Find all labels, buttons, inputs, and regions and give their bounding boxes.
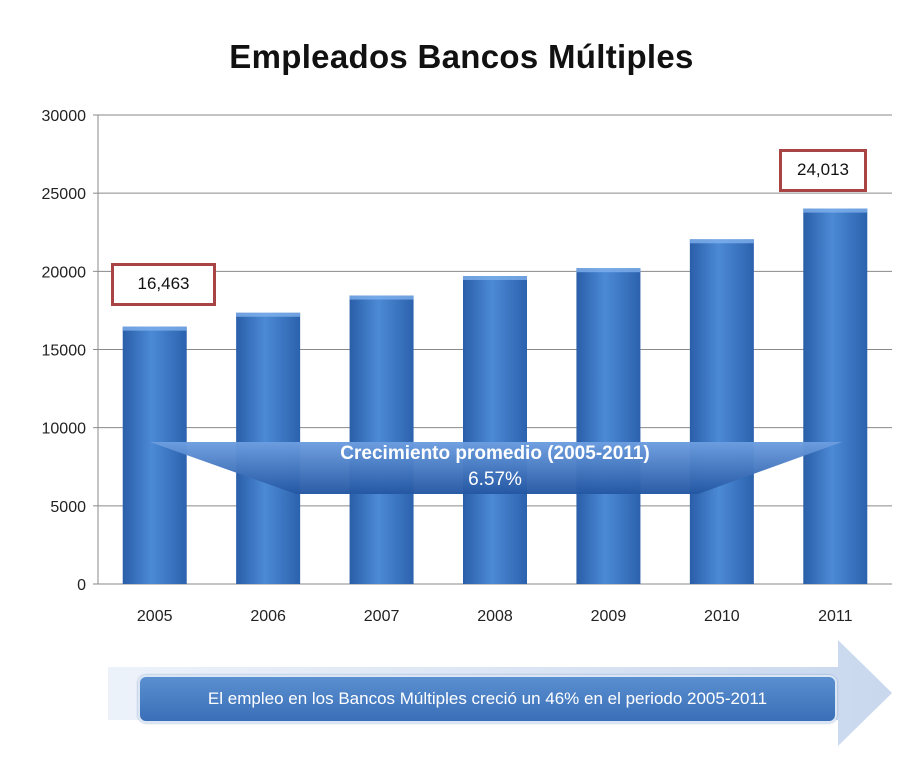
bar-top-highlight — [689, 239, 754, 244]
bar-top-highlight — [576, 268, 641, 273]
y-axis-ticks: 0 5000 10000 15000 20000 25000 30000 — [42, 108, 87, 594]
bar-2009 — [576, 268, 641, 584]
x-tick-label: 2008 — [477, 608, 513, 625]
bar-top-highlight — [236, 312, 301, 317]
x-tick-label: 2006 — [250, 608, 286, 625]
bar-2008 — [463, 276, 527, 584]
growth-annotation: Crecimiento promedio (2005-2011) 6.57% — [150, 441, 840, 493]
growth-arrow-shape — [150, 442, 842, 494]
x-tick-label: 2005 — [137, 608, 173, 625]
summary-banner: El empleo en los Bancos Múltiples creció… — [138, 675, 837, 723]
bar-2007 — [349, 295, 414, 584]
bar-top-highlight — [803, 208, 868, 213]
y-tick-label: 30000 — [42, 108, 87, 125]
x-tick-label: 2009 — [591, 608, 627, 625]
x-axis-ticks: 2005 2006 2007 2008 2009 2010 2011 — [137, 608, 853, 625]
x-tick-label: 2010 — [704, 608, 740, 625]
bar-2010 — [689, 239, 754, 584]
y-tick-label: 10000 — [42, 421, 87, 438]
bar-2005 — [122, 326, 187, 584]
bar-top-highlight — [349, 295, 414, 300]
x-tick-label: 2011 — [818, 608, 853, 625]
y-tick-label: 0 — [77, 577, 86, 594]
callout-2005-value: 16,463 — [111, 263, 216, 306]
bar-top-highlight — [122, 326, 187, 331]
chart-title: Empleados Bancos Múltiples — [229, 38, 694, 75]
y-tick-label: 20000 — [42, 264, 87, 281]
growth-annotation-title: Crecimiento promedio (2005-2011) — [340, 443, 650, 464]
y-tick-label: 15000 — [42, 343, 87, 360]
y-tick-label: 5000 — [50, 499, 86, 516]
bars — [122, 208, 868, 584]
x-tick-label: 2007 — [364, 608, 400, 625]
bar-top-highlight — [463, 276, 527, 281]
callout-2011-value: 24,013 — [779, 149, 867, 192]
y-tick-label: 25000 — [42, 186, 87, 203]
bar-2011 — [803, 208, 868, 584]
growth-annotation-value: 6.57% — [468, 469, 522, 490]
